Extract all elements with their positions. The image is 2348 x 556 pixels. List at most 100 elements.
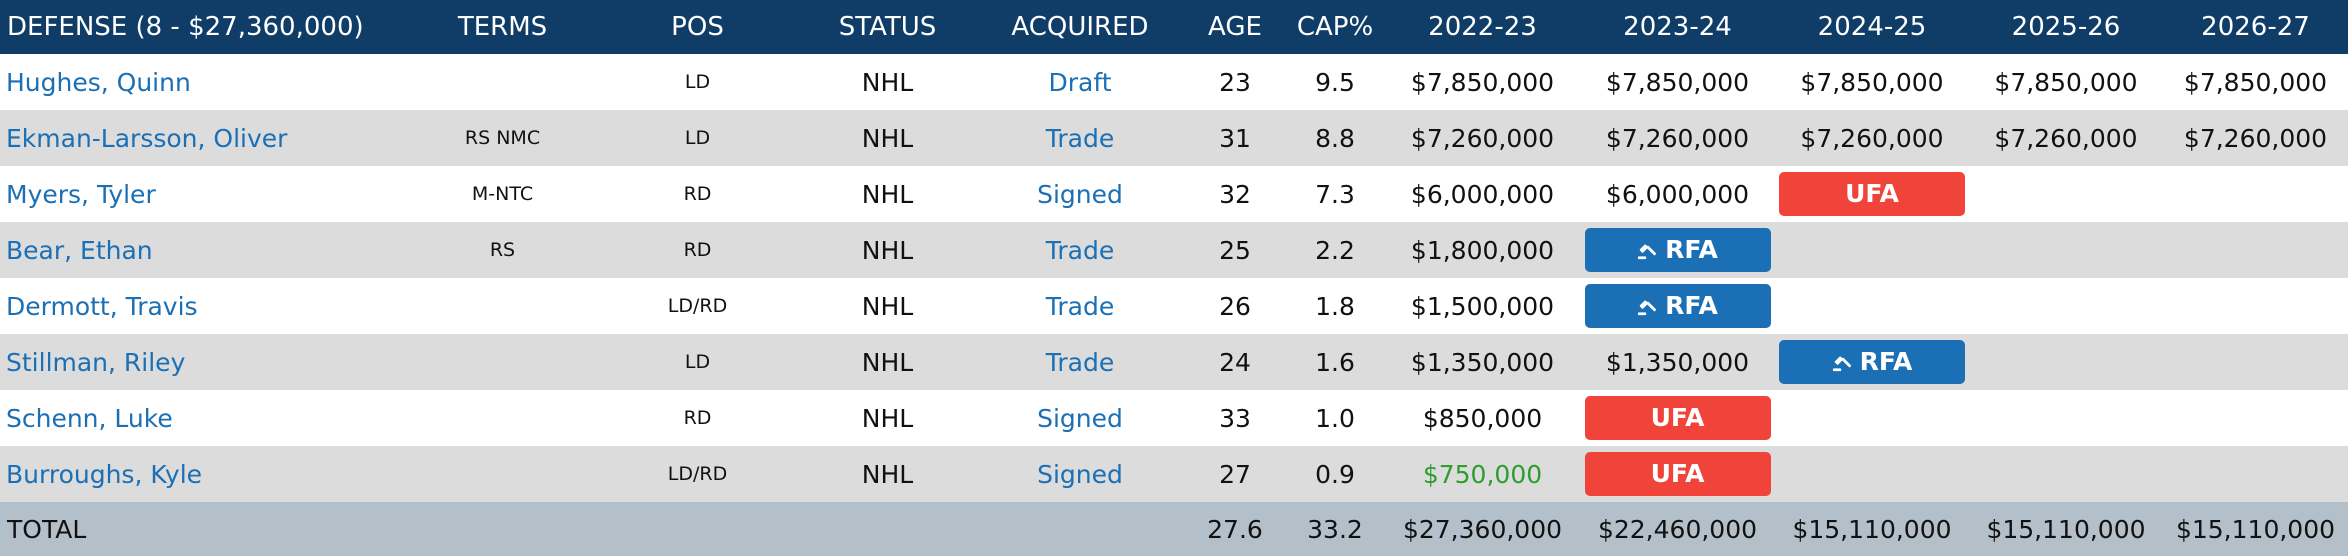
salary-cell-2025-26 bbox=[1969, 446, 2163, 502]
cap-pct-cell: 1.8 bbox=[1315, 291, 1355, 321]
salary-cell-2025-26 bbox=[1969, 278, 2163, 334]
total-2024-25: $15,110,000 bbox=[1792, 514, 1952, 544]
age-cell: 27 bbox=[1219, 459, 1251, 489]
status-cell: NHL bbox=[861, 403, 914, 433]
section-header: DEFENSE (8 - $27,360,000) bbox=[7, 12, 364, 42]
salary-cell-2023-24: RFA bbox=[1580, 278, 1775, 334]
status-cell: NHL bbox=[861, 235, 914, 265]
season-header-2026-27: 2026-27 bbox=[2201, 12, 2310, 42]
pos-header: POS bbox=[671, 12, 724, 42]
salary-cell-2026-27 bbox=[2163, 334, 2348, 390]
salary-cell-2025-26 bbox=[1969, 334, 2163, 390]
salary-cell-2022-23: $1,800,000 bbox=[1410, 235, 1555, 265]
status-cell: NHL bbox=[861, 123, 914, 153]
pos-cell: LD bbox=[684, 351, 711, 373]
gavel-icon bbox=[1637, 287, 1659, 331]
player-row: Hughes, Quinn LD NHL Draft 23 9.5 $7,850,000 $7… bbox=[0, 54, 2348, 110]
total-pos bbox=[595, 502, 800, 556]
acquired-link[interactable]: Signed bbox=[1037, 459, 1123, 489]
age-cell: 23 bbox=[1219, 67, 1251, 97]
player-row: Dermott, Travis LD/RD NHL Trade 26 1.8 $1,500,… bbox=[0, 278, 2348, 334]
pos-cell: RD bbox=[683, 183, 712, 205]
age-cell: 24 bbox=[1219, 347, 1251, 377]
total-terms bbox=[410, 502, 595, 556]
player-name-cell: Schenn, Luke bbox=[0, 390, 410, 446]
terms-header: TERMS bbox=[457, 12, 548, 42]
cap-pct-cell: 7.3 bbox=[1315, 179, 1355, 209]
player-link[interactable]: Bear, Ethan bbox=[6, 235, 153, 265]
salary-cell-2024-25: $7,850,000 bbox=[1800, 67, 1944, 97]
status-cell: NHL bbox=[861, 67, 914, 97]
pos-cell: LD/RD bbox=[667, 295, 728, 317]
acquired-link[interactable]: Trade bbox=[1045, 123, 1115, 153]
ufa-badge[interactable]: UFA bbox=[1584, 396, 1771, 440]
salary-cell-2025-26 bbox=[1969, 390, 2163, 446]
rfa-badge[interactable]: RFA bbox=[1584, 228, 1771, 275]
cap-pct-cell: 2.2 bbox=[1315, 235, 1355, 265]
salary-cell-2022-23: $850,000 bbox=[1422, 403, 1543, 433]
acquired-cell: Trade bbox=[975, 222, 1185, 278]
total-2025-26: $15,110,000 bbox=[1986, 514, 2146, 544]
acquired-link[interactable]: Signed bbox=[1037, 179, 1123, 209]
salary-cell-2022-23: $1,350,000 bbox=[1410, 347, 1555, 377]
player-link[interactable]: Dermott, Travis bbox=[6, 291, 198, 321]
total-row: TOTAL 27.6 33.2 $27,360,000 $22,460,000 … bbox=[0, 502, 2348, 556]
player-name-cell: Ekman-Larsson, Oliver bbox=[0, 110, 410, 166]
player-link[interactable]: Myers, Tyler bbox=[6, 179, 156, 209]
salary-cell-2023-24: $7,850,000 bbox=[1605, 67, 1750, 97]
ufa-badge[interactable]: UFA bbox=[1584, 452, 1771, 496]
player-link[interactable]: Burroughs, Kyle bbox=[6, 459, 203, 489]
player-link[interactable]: Schenn, Luke bbox=[6, 403, 173, 433]
age-cell: 26 bbox=[1219, 291, 1251, 321]
salary-cell-2025-26 bbox=[1969, 166, 2163, 222]
gavel-icon bbox=[1832, 343, 1854, 387]
player-row: Myers, Tyler M-NTC RD NHL Signed 32 7.3 $6,000,… bbox=[0, 166, 2348, 222]
age-cell: 31 bbox=[1219, 123, 1251, 153]
player-link[interactable]: Hughes, Quinn bbox=[6, 67, 191, 97]
total-2026-27: $15,110,000 bbox=[2175, 514, 2336, 544]
total-cap-pct: 33.2 bbox=[1307, 514, 1363, 544]
acquired-cell: Signed bbox=[975, 390, 1185, 446]
salary-cell-2025-26: $7,850,000 bbox=[1994, 67, 2138, 97]
player-row: Ekman-Larsson, Oliver RS NMC LD NHL Trade 31 8… bbox=[0, 110, 2348, 166]
salary-cell-2022-23: $7,260,000 bbox=[1410, 123, 1555, 153]
rfa-badge[interactable]: RFA bbox=[1584, 284, 1771, 331]
terms-cell bbox=[410, 334, 595, 390]
acquired-link[interactable]: Draft bbox=[1048, 67, 1112, 97]
player-link[interactable]: Ekman-Larsson, Oliver bbox=[6, 123, 288, 153]
salary-cell-2026-27: $7,850,000 bbox=[2183, 67, 2328, 97]
player-link[interactable]: Stillman, Riley bbox=[6, 347, 186, 377]
gavel-icon bbox=[1637, 231, 1659, 275]
total-2022-23: $27,360,000 bbox=[1402, 514, 1563, 544]
player-row: Burroughs, Kyle LD/RD NHL Signed 27 0.9 $750,0… bbox=[0, 446, 2348, 502]
acquired-link[interactable]: Trade bbox=[1045, 235, 1115, 265]
season-header-2024-25: 2024-25 bbox=[1817, 12, 1927, 42]
salary-cell-2023-24: RFA bbox=[1580, 222, 1775, 278]
total-age: 27.6 bbox=[1207, 514, 1263, 544]
pos-cell: LD bbox=[684, 71, 711, 93]
terms-cell: M-NTC bbox=[471, 183, 534, 205]
salary-cell-2023-24: $1,350,000 bbox=[1605, 347, 1750, 377]
player-row: Stillman, Riley LD NHL Trade 24 1.6 $1,350,000… bbox=[0, 334, 2348, 390]
rfa-badge[interactable]: RFA bbox=[1779, 340, 1965, 384]
salary-cell-2026-27 bbox=[2163, 222, 2348, 278]
total-acquired bbox=[975, 502, 1185, 556]
total-label: TOTAL bbox=[7, 514, 87, 544]
status-cell: NHL bbox=[861, 291, 914, 321]
badge-label: RFA bbox=[1665, 235, 1718, 264]
acquired-link[interactable]: Signed bbox=[1037, 403, 1123, 433]
acquired-link[interactable]: Trade bbox=[1045, 291, 1115, 321]
badge-label: UFA bbox=[1845, 179, 1899, 208]
terms-cell bbox=[410, 54, 595, 110]
status-cell: NHL bbox=[861, 347, 914, 377]
cap-pct-cell: 8.8 bbox=[1315, 123, 1355, 153]
salary-cell-2022-23: $1,500,000 bbox=[1410, 291, 1555, 321]
ufa-badge[interactable]: UFA bbox=[1779, 172, 1965, 216]
badge-label: RFA bbox=[1665, 291, 1718, 320]
badge-label: RFA bbox=[1859, 347, 1913, 376]
player-name-cell: Bear, Ethan bbox=[0, 222, 410, 278]
total-2023-24: $22,460,000 bbox=[1597, 514, 1758, 544]
acquired-link[interactable]: Trade bbox=[1045, 347, 1115, 377]
cap-pct-cell: 0.9 bbox=[1315, 459, 1355, 489]
season-header-2022-23: 2022-23 bbox=[1428, 12, 1537, 42]
